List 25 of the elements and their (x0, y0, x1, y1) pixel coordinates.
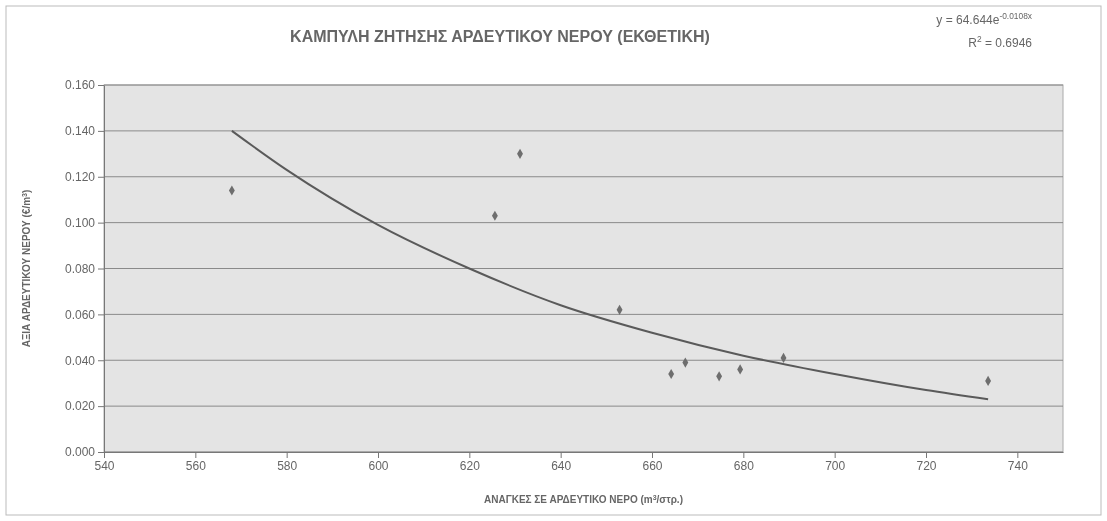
text: R$^{2}$ = 0.6946 (968, 34, 1033, 50)
y-tick-label: 0.040 (64, 353, 96, 368)
y-tick-label: 0.140 (64, 124, 96, 139)
chart-title: ΚΑΜΠΥΛΗ ΖΗΤΗΣΗΣ ΑΡΔΕΥΤΙΚΟΥ ΝΕΡΟΥ (ΕΚΘΕΤΙΚΗ) (290, 28, 710, 45)
y-tick-label: 0.100 (64, 215, 96, 230)
y-tick-label: 0.080 (64, 261, 96, 276)
x-tick-label: 640 (551, 458, 572, 473)
x-tick-label: 680 (733, 458, 755, 473)
x-axis-title: ΑΝΑΓΚΕΣ ΣΕ ΑΡΔΕΥΤΙΚΟ ΝΕΡΟ (m$^{3}$/στρ.) (484, 493, 683, 505)
x-tick-label: 720 (916, 458, 937, 473)
x-tick-label: 580 (277, 458, 298, 473)
x-tick-label: 660 (642, 458, 663, 473)
y-tick-label: 0.000 (64, 445, 96, 460)
y-tick-label: 0.060 (64, 307, 96, 322)
text: y = 64.644e$^{-0.0108x}$ (936, 11, 1033, 27)
x-tick-label: 620 (459, 458, 481, 473)
x-tick-label: 540 (94, 458, 115, 473)
x-tick-label: 560 (185, 458, 207, 473)
line-series (230, 129, 990, 401)
x-tick-label: 700 (825, 458, 846, 473)
y-tick-label: 0.120 (64, 170, 96, 185)
y-tick-label: 0.020 (64, 399, 96, 414)
x-tick-label: 600 (368, 458, 389, 473)
x-tick-label: 740 (1007, 458, 1029, 473)
y-tick-label: 0.160 (64, 78, 96, 93)
